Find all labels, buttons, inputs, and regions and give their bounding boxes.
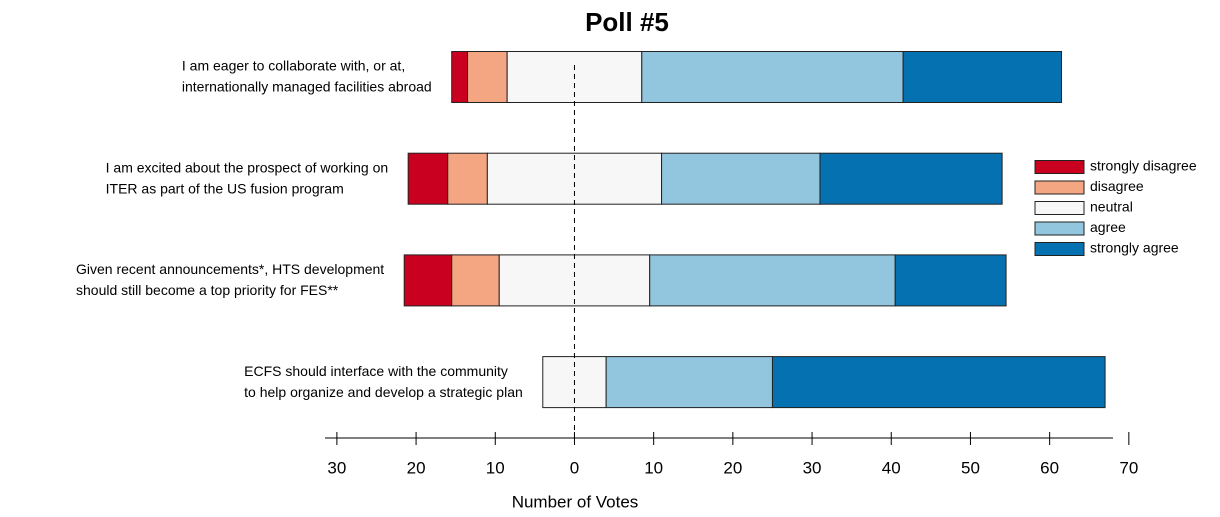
category-label: should still become a top priority for F… — [76, 282, 339, 298]
bar-segment — [605, 356, 773, 409]
bar-segment — [451, 254, 500, 307]
legend-label: agree — [1090, 219, 1126, 235]
bar-segment — [486, 152, 663, 205]
legend-swatch — [1034, 180, 1085, 195]
bar-segment — [498, 254, 651, 307]
legend-label: disagree — [1090, 178, 1144, 194]
x-tick-label: 70 — [1119, 458, 1138, 477]
category-label: Given recent announcements*, HTS develop… — [76, 261, 384, 277]
legend-swatch — [1034, 201, 1085, 215]
x-axis-title: Number of Votes — [512, 492, 639, 511]
bar-segment — [467, 51, 508, 103]
legend-label: neutral — [1090, 199, 1133, 215]
x-tick-label: 40 — [882, 458, 901, 477]
legend-swatch — [1034, 242, 1085, 256]
category-label: ITER as part of the US fusion program — [106, 180, 344, 196]
bar-segment — [641, 51, 904, 103]
category-label: I am eager to collaborate with, or at, — [182, 58, 405, 74]
x-tick-label: 50 — [961, 458, 980, 477]
x-tick-label: 30 — [327, 458, 346, 477]
category-label: internationally managed facilities abroa… — [182, 79, 432, 95]
x-tick-label: 10 — [644, 458, 663, 477]
x-tick-label: 30 — [803, 458, 822, 477]
bar-segment — [447, 152, 488, 205]
bar-segment — [649, 254, 896, 307]
legend-label: strongly disagree — [1090, 158, 1197, 174]
legend-label: strongly agree — [1090, 240, 1179, 256]
legend-swatch — [1034, 160, 1085, 174]
x-tick-label: 60 — [1040, 458, 1059, 477]
bar-segment — [819, 152, 1003, 205]
category-label: to help organize and develop a strategic… — [244, 384, 523, 400]
chart-title: Poll #5 — [585, 7, 669, 37]
bar-segment — [661, 152, 821, 205]
category-label: I am excited about the prospect of worki… — [106, 159, 389, 175]
x-tick-label: 0 — [570, 458, 579, 477]
x-tick-label: 10 — [486, 458, 505, 477]
category-label: ECFS should interface with the community — [244, 363, 508, 379]
bar-segment — [451, 51, 469, 103]
x-tick-label: 20 — [723, 458, 742, 477]
bar-segment — [407, 152, 449, 205]
bar-segment — [902, 51, 1063, 103]
bar-segment — [403, 254, 453, 307]
x-tick-label: 20 — [407, 458, 426, 477]
bar-segment — [771, 356, 1106, 409]
bar-segment — [894, 254, 1007, 307]
legend-swatch — [1034, 221, 1085, 236]
